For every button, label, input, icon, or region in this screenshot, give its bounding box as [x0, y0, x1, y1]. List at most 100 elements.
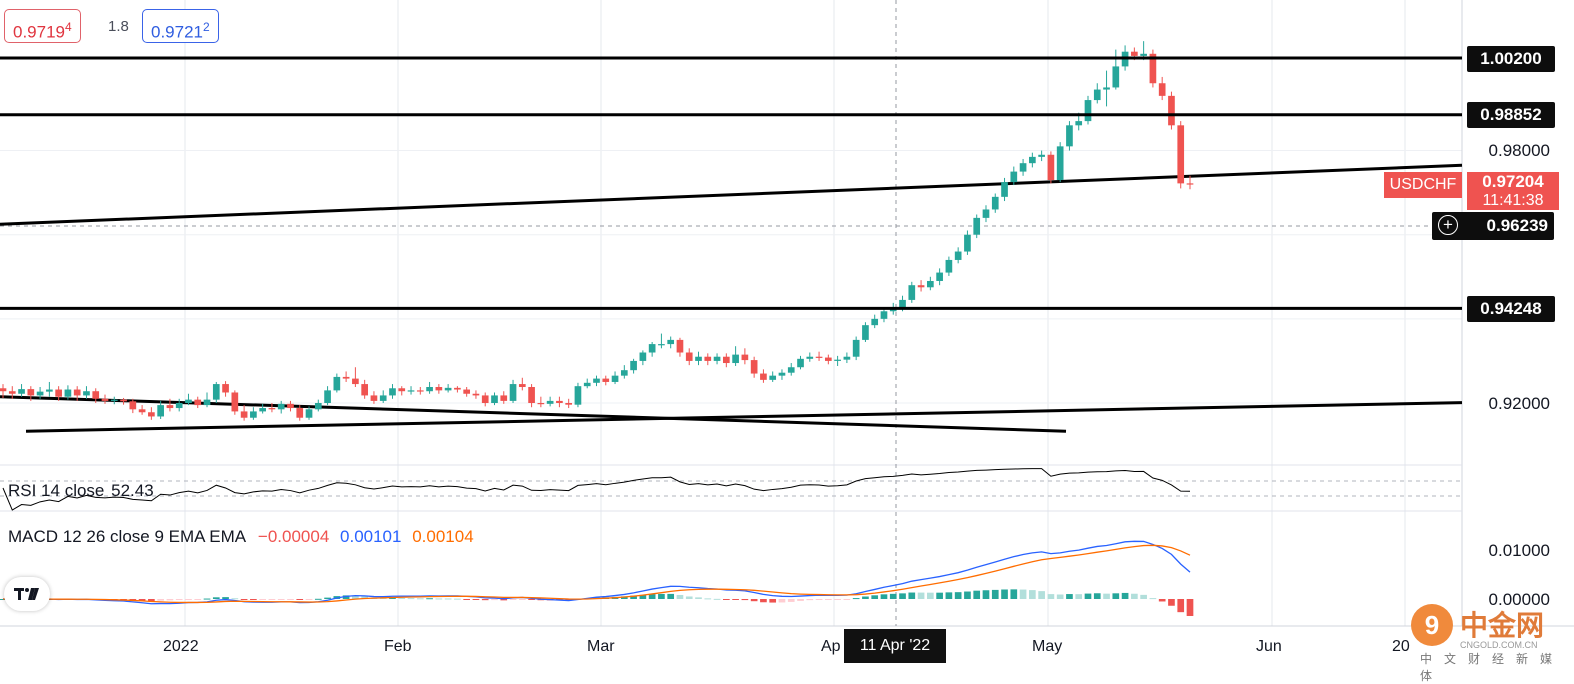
candle: [620, 365, 628, 379]
candle: [954, 247, 962, 264]
candle: [1186, 175, 1194, 190]
time-label: Jun: [1256, 638, 1282, 655]
time-label: Feb: [384, 638, 412, 655]
time-label: Mar: [587, 638, 615, 655]
candle-body: [64, 389, 72, 397]
candle-body: [982, 209, 990, 218]
macd-histogram-bar: [862, 596, 869, 599]
candle: [778, 369, 786, 380]
candle: [352, 367, 359, 388]
candle: [750, 356, 758, 378]
candle: [713, 353, 721, 365]
candle: [101, 394, 109, 404]
candle-body: [695, 356, 702, 361]
candle-body: [843, 356, 851, 360]
sell-price-box[interactable]: 0.97194: [4, 9, 81, 43]
macd-histogram-bar: [880, 594, 888, 599]
tradingview-icon: [14, 588, 39, 600]
candle-body: [463, 389, 471, 394]
macd-histogram-bar: [1093, 593, 1101, 599]
candle: [917, 280, 925, 292]
candle-body: [815, 356, 823, 358]
candle: [667, 336, 675, 349]
candle-body: [83, 391, 90, 396]
tradingview-logo[interactable]: [4, 577, 50, 611]
candle-body: [148, 412, 155, 417]
candle-body: [1029, 156, 1036, 164]
candle-body: [36, 391, 44, 396]
candle-body: [1093, 89, 1101, 101]
candle: [157, 400, 164, 419]
macd-scale-label: 0.01000: [1488, 541, 1550, 560]
candle-body: [1084, 100, 1092, 122]
candle-body: [222, 384, 229, 393]
macd-histogram-bar: [398, 597, 406, 599]
macd-histogram-bar: [843, 599, 851, 600]
candle: [685, 348, 693, 366]
candle-body: [556, 400, 563, 403]
price-scale-label: 0.98000: [1488, 141, 1550, 160]
macd-legend[interactable]: MACD 12 26 close 9 EMA EMA −0.00004 0.00…: [6, 527, 474, 547]
candle-body: [1149, 53, 1157, 84]
macd-histogram-bar: [463, 599, 471, 600]
crosshair-price-tag[interactable]: + 0.96239: [1432, 212, 1554, 240]
candle-body: [1001, 182, 1008, 197]
candle-body: [324, 390, 331, 403]
candle-body: [880, 311, 888, 319]
macd-histogram-bar: [1010, 589, 1018, 599]
buy-price-box[interactable]: 0.97212: [142, 9, 219, 43]
candle-body: [407, 390, 415, 392]
candle-body: [574, 386, 582, 405]
rsi-legend[interactable]: RSI 14 close 52.43: [6, 481, 154, 501]
candle: [991, 193, 999, 213]
candle: [287, 400, 294, 412]
candle-body: [500, 395, 508, 401]
candle: [444, 384, 452, 393]
candle-body: [908, 285, 916, 300]
macd-histogram-bar: [695, 597, 702, 599]
candle-body: [1158, 83, 1166, 96]
candle: [973, 214, 981, 239]
level-tag-3[interactable]: 0.94248: [1467, 296, 1555, 322]
candle: [639, 350, 647, 366]
candle: [648, 341, 656, 357]
candle: [277, 400, 285, 414]
candle-body: [0, 388, 7, 392]
candle-body: [277, 403, 285, 410]
candle: [1047, 151, 1055, 184]
macd-histogram-bar: [444, 598, 452, 600]
candle-body: [713, 356, 721, 361]
candle-body: [927, 280, 934, 288]
candle-body: [722, 356, 730, 364]
candle-body: [760, 373, 767, 380]
candle: [259, 403, 266, 414]
candle-body: [55, 389, 62, 397]
candle: [138, 405, 146, 415]
candle-body: [1103, 87, 1110, 90]
candle: [676, 337, 684, 357]
macd-histogram-bar: [741, 599, 749, 601]
macd-histogram-bar: [129, 599, 137, 601]
candle: [185, 393, 192, 406]
candle-body: [583, 382, 591, 387]
candle-body: [1047, 154, 1055, 181]
last-price: 0.97204: [1482, 172, 1544, 191]
candle: [379, 390, 387, 403]
macd-histogram-bar: [287, 599, 294, 600]
level-tag-1[interactable]: 1.00200: [1467, 46, 1555, 72]
add-plus-icon[interactable]: +: [1438, 215, 1458, 235]
candle-body: [389, 388, 396, 396]
candle-body: [1019, 163, 1027, 172]
level-tag-2[interactable]: 0.98852: [1467, 102, 1555, 128]
candle: [695, 351, 702, 366]
candle-body: [676, 339, 684, 353]
crosshair-date-tag: 11 Apr '22: [844, 629, 946, 663]
trendline: [25, 401, 1463, 433]
candle: [769, 371, 777, 382]
macd-histogram-bar: [667, 593, 675, 599]
macd-hist-value: −0.00004: [257, 527, 330, 546]
candle-body: [824, 357, 832, 361]
candle: [333, 373, 341, 393]
candle: [1168, 91, 1175, 130]
